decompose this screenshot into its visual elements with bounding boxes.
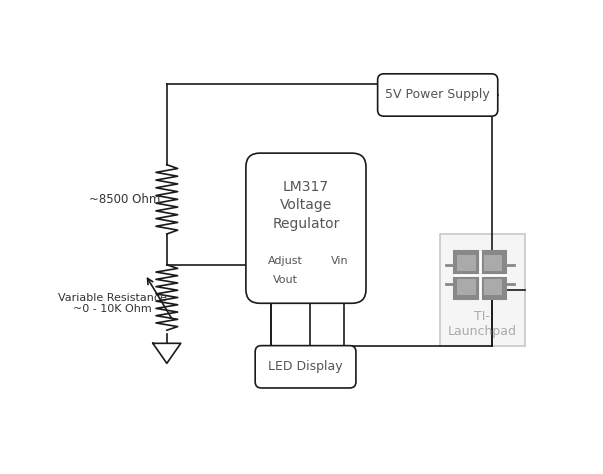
Bar bbox=[453, 251, 507, 299]
Bar bbox=[484, 279, 502, 295]
FancyBboxPatch shape bbox=[246, 153, 366, 303]
Text: Adjust: Adjust bbox=[268, 256, 303, 266]
Text: Variable Resistance
~0 - 10K Ohm: Variable Resistance ~0 - 10K Ohm bbox=[58, 293, 167, 314]
Bar bbox=[484, 255, 502, 271]
Text: LED Display: LED Display bbox=[268, 360, 343, 374]
Text: LM317
Voltage
Regulator: LM317 Voltage Regulator bbox=[272, 180, 339, 231]
Text: 5V Power Supply: 5V Power Supply bbox=[385, 89, 490, 101]
Text: Vin: Vin bbox=[331, 256, 349, 266]
Text: ~8500 Ohm: ~8500 Ohm bbox=[89, 193, 160, 206]
Text: Vout: Vout bbox=[273, 275, 298, 285]
FancyBboxPatch shape bbox=[377, 74, 497, 116]
Text: TI-
Launchpad: TI- Launchpad bbox=[448, 310, 517, 338]
Bar bbox=[458, 279, 476, 295]
Bar bbox=[440, 234, 525, 346]
FancyBboxPatch shape bbox=[255, 346, 356, 388]
Bar bbox=[458, 255, 476, 271]
